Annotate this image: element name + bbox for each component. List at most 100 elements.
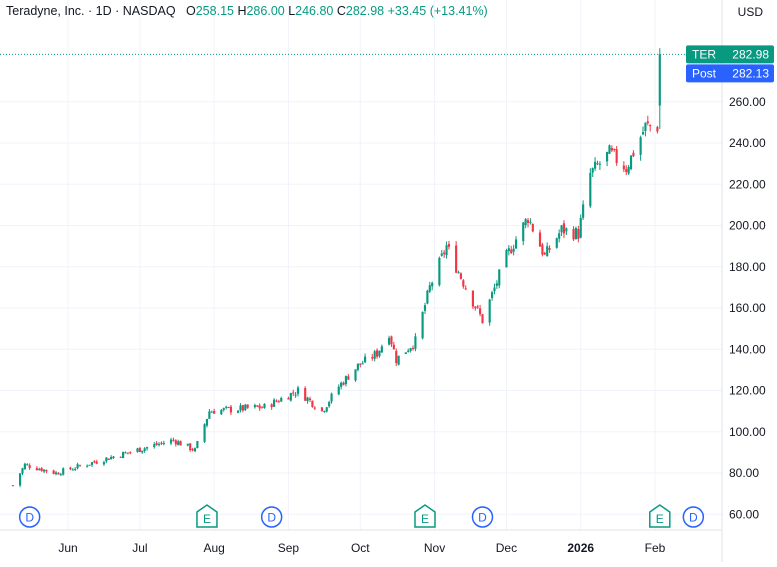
candle-body — [160, 442, 163, 444]
change-percent: (+13.41%) — [429, 4, 488, 18]
candle-body — [112, 456, 115, 458]
price-tick-label: 260.00 — [729, 95, 766, 109]
candle-body — [359, 363, 362, 365]
candle-body — [428, 285, 431, 292]
earnings-marker[interactable]: E — [414, 504, 436, 528]
candle — [627, 164, 630, 175]
candle-body — [260, 407, 264, 409]
candle — [145, 446, 149, 451]
candle-body — [347, 376, 350, 380]
candle-body — [119, 456, 122, 458]
price-tick-label: 240.00 — [729, 136, 766, 150]
candle — [11, 485, 14, 487]
candle-body — [172, 439, 175, 441]
candle-body — [373, 351, 376, 359]
candle — [126, 452, 129, 455]
candle-body — [596, 163, 599, 165]
candle — [531, 223, 534, 233]
candle — [203, 423, 206, 444]
candle-body — [572, 229, 575, 240]
candle — [558, 229, 561, 243]
earnings-marker[interactable]: E — [196, 504, 218, 528]
candle — [292, 389, 295, 397]
candle-body — [93, 461, 96, 463]
candle — [440, 250, 443, 257]
candle-body — [342, 382, 345, 385]
candle — [392, 341, 395, 350]
candle-body — [476, 306, 479, 308]
candle-body — [110, 456, 113, 460]
dividend-marker[interactable]: D — [471, 506, 494, 528]
candle — [244, 403, 247, 412]
candle — [646, 115, 649, 126]
candle-body — [438, 257, 441, 286]
low-label: L — [288, 4, 296, 18]
candle — [649, 124, 652, 132]
candle-body — [227, 407, 230, 409]
candle — [328, 400, 331, 408]
candle-body — [361, 363, 364, 365]
candle — [404, 352, 407, 355]
dividend-marker[interactable]: D — [18, 506, 41, 528]
earnings-icon — [196, 504, 218, 528]
candle — [632, 150, 635, 158]
candle-body — [378, 350, 381, 357]
candle — [222, 407, 225, 412]
candle — [505, 248, 508, 268]
low-value: 246.80 — [295, 4, 334, 18]
ticker-price-badge — [686, 45, 774, 64]
dividend-marker[interactable]: D — [682, 506, 705, 528]
candle — [565, 227, 568, 236]
candle — [88, 464, 91, 466]
earnings-icon — [649, 504, 671, 528]
candle — [625, 165, 628, 176]
candle — [330, 392, 333, 404]
candle — [71, 468, 74, 471]
candle-body — [174, 440, 177, 445]
price-tick-label: 60.00 — [729, 507, 759, 521]
candle-body — [591, 168, 594, 173]
candle-body — [225, 406, 228, 408]
candle — [320, 407, 324, 412]
candle-body — [313, 407, 316, 409]
candle — [426, 289, 429, 305]
candle-body — [414, 336, 417, 349]
candle — [431, 281, 434, 291]
candle — [555, 237, 558, 249]
candle — [572, 226, 575, 241]
candle — [423, 302, 427, 314]
candle — [629, 155, 633, 171]
candle-body — [136, 448, 139, 452]
candle — [253, 403, 256, 409]
candle-body — [610, 148, 613, 151]
candle-body — [632, 152, 635, 157]
candle-body — [210, 411, 213, 413]
candle — [347, 373, 350, 380]
dividend-marker[interactable]: D — [260, 506, 283, 528]
candle-body — [407, 350, 410, 353]
candle — [495, 280, 498, 289]
high-label: H — [237, 4, 247, 18]
candle-body — [270, 404, 273, 408]
candle — [141, 450, 144, 454]
price-tick-label: 200.00 — [729, 219, 766, 233]
price-tick-label: 120.00 — [729, 384, 766, 398]
candle — [69, 466, 72, 471]
candle — [615, 146, 618, 166]
candle — [225, 405, 228, 410]
candle-body — [263, 403, 266, 409]
candle-body — [296, 387, 300, 394]
currency-label[interactable]: USD — [737, 5, 763, 19]
candle — [380, 344, 383, 354]
earnings-marker[interactable]: E — [649, 504, 671, 528]
candle — [270, 403, 273, 410]
candle-body — [304, 388, 307, 401]
candle-body — [371, 356, 374, 359]
candle-body — [330, 393, 333, 402]
candle — [577, 225, 580, 243]
candle-body — [474, 306, 477, 309]
change-value: +33.45 — [387, 4, 427, 18]
candle — [395, 348, 398, 367]
